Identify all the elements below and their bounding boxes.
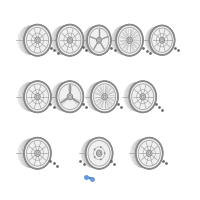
Ellipse shape	[98, 152, 100, 155]
Ellipse shape	[69, 95, 71, 98]
Ellipse shape	[103, 95, 106, 98]
Ellipse shape	[36, 95, 39, 98]
Ellipse shape	[149, 25, 175, 55]
Ellipse shape	[94, 149, 95, 150]
Ellipse shape	[97, 37, 101, 43]
Ellipse shape	[116, 25, 143, 56]
Ellipse shape	[91, 81, 118, 112]
Ellipse shape	[141, 95, 144, 98]
Ellipse shape	[98, 39, 100, 42]
Ellipse shape	[56, 81, 83, 112]
Ellipse shape	[35, 94, 40, 100]
Ellipse shape	[100, 147, 101, 148]
Ellipse shape	[24, 81, 51, 112]
Ellipse shape	[128, 39, 131, 42]
Ellipse shape	[127, 37, 132, 43]
Ellipse shape	[87, 25, 111, 55]
Ellipse shape	[140, 94, 145, 100]
Ellipse shape	[86, 138, 113, 169]
Ellipse shape	[24, 25, 51, 56]
Ellipse shape	[35, 37, 40, 43]
Ellipse shape	[67, 94, 73, 100]
Ellipse shape	[35, 150, 40, 156]
Ellipse shape	[129, 81, 156, 112]
Ellipse shape	[36, 152, 39, 155]
Ellipse shape	[160, 37, 165, 43]
Ellipse shape	[36, 39, 39, 42]
Ellipse shape	[102, 94, 107, 100]
Ellipse shape	[56, 25, 83, 56]
Ellipse shape	[94, 156, 95, 158]
Ellipse shape	[67, 37, 73, 43]
Ellipse shape	[161, 39, 163, 42]
Ellipse shape	[96, 150, 102, 156]
Ellipse shape	[104, 153, 105, 154]
Ellipse shape	[69, 39, 71, 42]
Ellipse shape	[148, 152, 151, 155]
Ellipse shape	[147, 150, 152, 156]
Ellipse shape	[100, 159, 101, 160]
Ellipse shape	[24, 138, 51, 169]
Ellipse shape	[136, 138, 163, 169]
